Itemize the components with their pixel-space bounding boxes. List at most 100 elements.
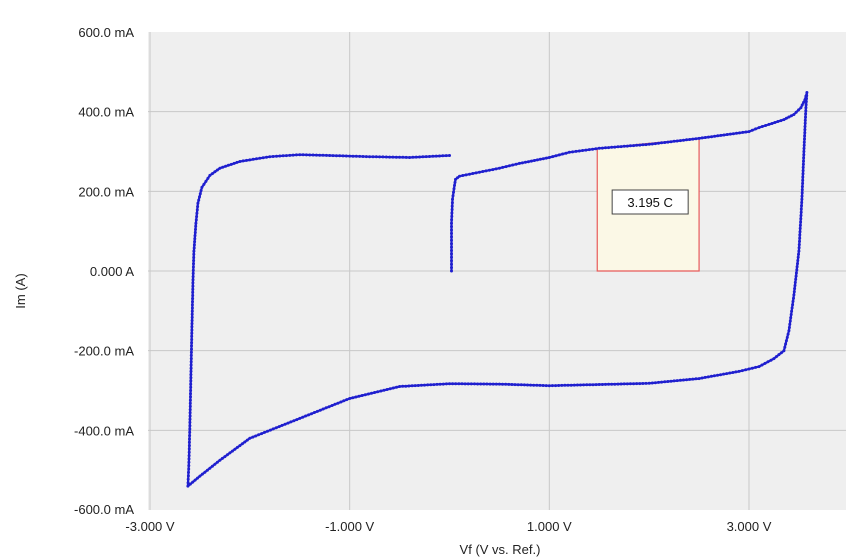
data-point — [657, 380, 660, 384]
data-point — [401, 155, 405, 159]
data-point — [801, 162, 805, 166]
data-point — [787, 115, 791, 119]
data-point — [260, 432, 264, 436]
data-point — [331, 154, 335, 158]
data-point — [191, 480, 195, 484]
data-point — [797, 252, 800, 256]
data-point — [451, 194, 455, 198]
data-point — [225, 453, 229, 457]
data-point — [800, 191, 804, 195]
data-point — [791, 303, 795, 307]
data-point — [324, 153, 328, 157]
data-point — [719, 373, 723, 377]
data-point — [192, 256, 196, 259]
data-point — [191, 300, 194, 304]
data-point — [238, 160, 242, 163]
data-point — [802, 143, 806, 147]
data-point — [494, 382, 498, 386]
data-point — [797, 108, 801, 112]
data-point — [682, 378, 685, 382]
data-point — [221, 165, 225, 169]
data-point — [188, 482, 192, 486]
data-point — [450, 214, 454, 218]
data-point — [189, 395, 192, 399]
data-point — [526, 383, 529, 387]
data-point — [650, 142, 654, 146]
data-point — [770, 122, 774, 125]
data-point — [188, 420, 192, 424]
data-point — [747, 367, 751, 371]
data-point — [191, 281, 195, 285]
data-point — [572, 383, 576, 387]
data-point — [519, 383, 523, 387]
data-point — [783, 345, 787, 349]
data-point — [800, 103, 804, 107]
data-point — [616, 145, 620, 149]
data-point — [488, 382, 492, 386]
data-point — [722, 133, 726, 137]
data-point — [208, 173, 212, 177]
data-point — [784, 116, 788, 120]
data-point — [800, 194, 804, 198]
data-point — [523, 160, 527, 164]
y-tick-label: 0.000 A — [90, 264, 134, 279]
data-point — [510, 383, 514, 386]
data-point — [218, 458, 222, 462]
y-tick-label: -600.0 mA — [74, 502, 134, 517]
data-point — [487, 168, 491, 172]
data-point — [741, 130, 745, 134]
data-point — [450, 208, 454, 211]
data-point — [757, 365, 761, 369]
data-point — [450, 242, 453, 246]
data-point — [190, 344, 193, 348]
data-point — [364, 155, 368, 159]
data-point — [541, 384, 545, 387]
data-point — [594, 383, 598, 387]
data-point — [585, 383, 589, 387]
data-point — [804, 103, 808, 107]
data-point — [792, 296, 795, 300]
data-point — [363, 393, 367, 397]
data-point — [798, 236, 802, 240]
data-point — [200, 472, 204, 476]
data-point — [744, 130, 748, 134]
data-point — [218, 166, 222, 170]
data-point — [243, 440, 247, 444]
data-point — [190, 334, 194, 338]
data-point — [192, 246, 196, 250]
data-point — [268, 155, 272, 159]
data-point — [292, 419, 296, 423]
data-point — [301, 415, 305, 419]
data-point — [501, 165, 505, 169]
data-point — [192, 259, 196, 263]
data-point — [557, 153, 561, 157]
data-point — [257, 433, 261, 437]
data-point — [669, 379, 673, 383]
data-point — [793, 284, 797, 287]
x-tick-label: -3.000 V — [125, 519, 174, 534]
x-tick-label: 1.000 V — [527, 519, 572, 534]
data-point — [404, 155, 408, 159]
data-point — [653, 381, 657, 385]
data-point — [208, 466, 212, 470]
data-point — [697, 136, 701, 140]
data-point — [191, 287, 195, 291]
data-point — [532, 159, 536, 162]
data-point — [266, 429, 269, 433]
data-point — [632, 382, 636, 386]
data-point — [188, 404, 192, 408]
data-point — [685, 378, 689, 382]
data-point — [450, 235, 453, 239]
data-point — [544, 156, 548, 160]
data-point — [304, 414, 308, 418]
data-point — [804, 115, 807, 119]
data-point — [638, 382, 642, 386]
data-point — [189, 385, 193, 389]
data-point — [187, 450, 191, 454]
data-point — [188, 437, 191, 441]
data-point — [625, 144, 629, 148]
y-tick-label: 200.0 mA — [78, 184, 134, 199]
data-point — [757, 126, 761, 130]
data-point — [361, 155, 365, 158]
